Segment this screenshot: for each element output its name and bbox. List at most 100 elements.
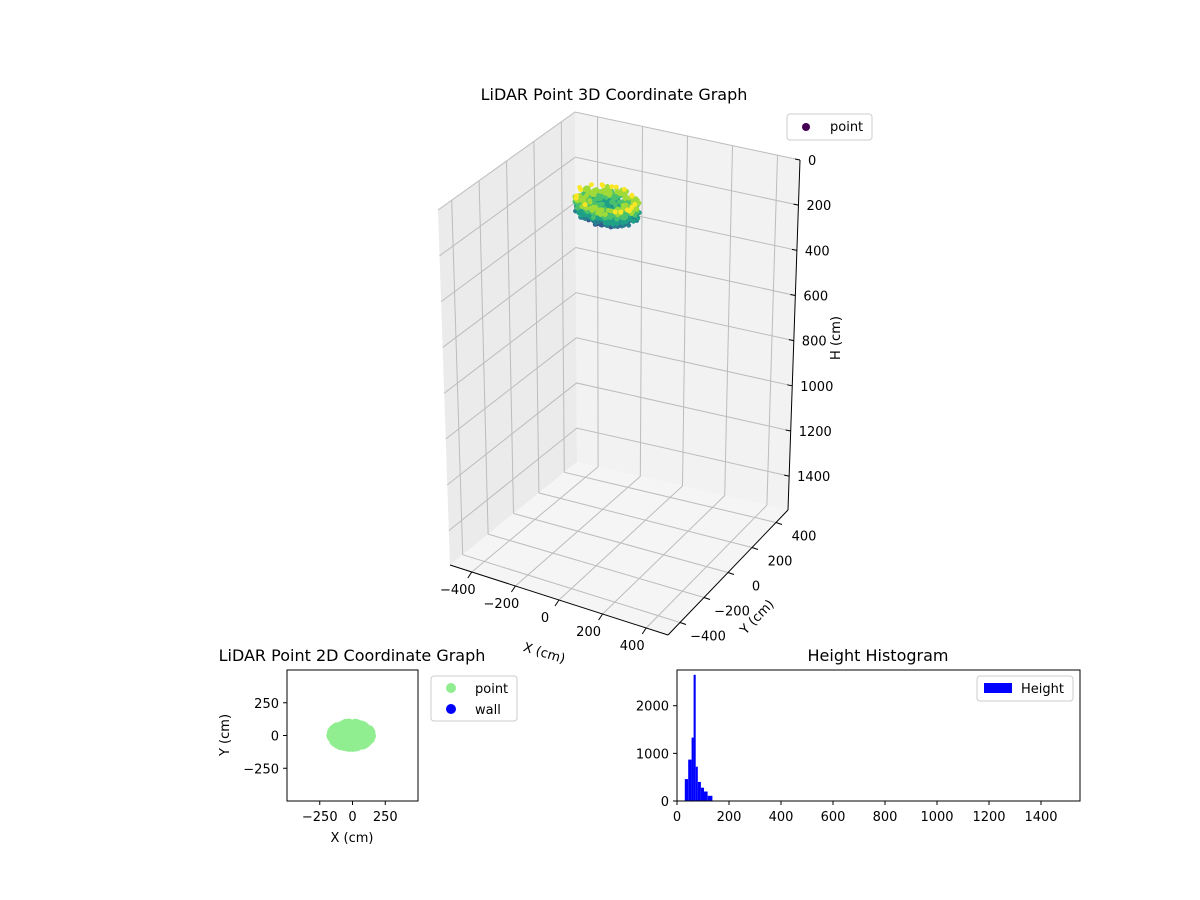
point-3d <box>610 199 615 205</box>
point-3d <box>623 192 628 198</box>
histogram-bar-2 <box>691 737 694 801</box>
x-axis-label-2d: X (cm) <box>331 831 374 846</box>
point-3d <box>635 215 641 221</box>
point-3d <box>582 202 588 208</box>
y-tick-label-3d-3: 200 <box>768 555 793 570</box>
legend-label-height: Height <box>1021 682 1064 697</box>
x-tick-label-hist-7: 1400 <box>1024 810 1057 825</box>
grid-y-left-2 <box>506 160 514 514</box>
height-histogram: Height Histogram 0 200 400 600 800 1000 1200 14… <box>636 646 1081 825</box>
y-tick-mark-2 <box>727 572 735 575</box>
z-tick-label-3d-0: 0 <box>808 154 816 169</box>
chart-title-2d: LiDAR Point 2D Coordinate Graph <box>219 646 486 665</box>
point-3d <box>609 184 615 190</box>
y-tick-label-hist-1: 1000 <box>636 747 669 762</box>
point-3d <box>636 200 642 206</box>
point-3d <box>605 184 610 189</box>
legend-3d: point <box>786 113 873 141</box>
x-tick-label-hist-0: 0 <box>673 810 681 825</box>
y-tick-mark-1 <box>703 597 711 600</box>
legend-box-3d <box>786 113 873 141</box>
point-2d <box>366 735 375 744</box>
point-3d <box>608 214 614 220</box>
grid-y-left-1 <box>478 180 489 535</box>
point-3d <box>626 222 632 228</box>
x-tick-mark-1 <box>510 585 516 593</box>
legend-marker-height <box>984 683 1012 693</box>
point-3d <box>631 218 636 224</box>
legend-marker-wall-2d <box>446 704 456 714</box>
point-3d <box>585 190 591 196</box>
chart-title-3d: LiDAR Point 3D Coordinate Graph <box>481 85 748 104</box>
point-3d <box>589 182 594 188</box>
point-3d <box>621 187 627 192</box>
z-tick-mark-6 <box>785 429 791 432</box>
point-3d <box>612 209 618 215</box>
pane-left <box>438 112 577 565</box>
point-cloud-2d <box>326 718 376 752</box>
grid-3d <box>437 111 801 629</box>
y-axis-label-2d: Y (cm) <box>218 714 233 757</box>
x-tick-label-hist-2: 400 <box>769 810 794 825</box>
point-3d <box>589 191 595 197</box>
point-3d <box>629 205 635 210</box>
point-3d <box>613 184 619 190</box>
histogram-bar-0 <box>684 779 689 801</box>
grid-x-back-4 <box>766 155 778 506</box>
point-3d <box>603 211 608 217</box>
point-3d <box>618 189 623 194</box>
grid-z-5 <box>445 337 793 440</box>
ticks-3d: −400−2000200400−400−20002004000200400600… <box>440 154 833 654</box>
point-3d <box>592 197 598 203</box>
point-2d <box>338 740 347 749</box>
z-tick-label-3d-6: 1200 <box>799 425 832 440</box>
grid-y-floor-3 <box>538 492 753 548</box>
grid-z-1 <box>439 156 799 257</box>
y-tick-label-3d-1: −200 <box>714 605 750 620</box>
point-3d <box>629 192 635 198</box>
histogram-bar-8 <box>707 795 713 801</box>
y-tick-label-2d-1: 0 <box>271 730 279 745</box>
z-axis-label-3d: H (cm) <box>829 316 844 360</box>
grid-y-floor-2 <box>513 513 729 573</box>
z-tick-label-3d-3: 600 <box>803 289 828 304</box>
y-tick-label-3d-2: 0 <box>752 580 760 595</box>
point-3d <box>623 202 629 208</box>
x-tick-label-3d-4: 400 <box>620 639 645 654</box>
x-tick-label-2d-0: −250 <box>302 810 338 825</box>
scatter-3d-plot: LiDAR Point 3D Coordinate Graph −400 −200… <box>437 85 873 667</box>
legend-histogram: Height <box>976 675 1074 702</box>
grid-y-floor-4 <box>564 471 777 523</box>
point-3d <box>583 185 589 191</box>
z-tick-mark-7 <box>784 474 790 477</box>
point-3d <box>591 215 596 221</box>
legend-box-histogram <box>976 675 1074 702</box>
grid-x-back-0 <box>597 116 599 467</box>
point-2d <box>354 730 363 739</box>
legend-2d: point wall <box>430 675 518 722</box>
grid-x-back-3 <box>724 145 733 496</box>
point-3d <box>632 202 638 207</box>
grid-z-3 <box>442 246 796 348</box>
z-tick-mark-3 <box>790 293 796 296</box>
point-2d <box>344 729 353 738</box>
point-3d <box>599 182 605 188</box>
z-axis-line <box>787 159 801 511</box>
grid-y-left-3 <box>533 141 540 493</box>
point-3d <box>618 209 624 215</box>
point-3d <box>573 195 579 201</box>
y-tick-mark-0 <box>679 622 687 625</box>
legend-label-point-3d: point <box>830 120 863 135</box>
x-tick-mark-2 <box>554 599 560 607</box>
point-2d <box>327 727 335 736</box>
point-3d <box>618 199 623 205</box>
point-2d <box>341 721 350 730</box>
y-tick-label-3d-0: −400 <box>690 630 726 645</box>
x-tick-label-3d-3: 200 <box>576 625 601 640</box>
x-tick-label-hist-5: 1000 <box>920 810 953 825</box>
z-tick-mark-4 <box>788 339 794 342</box>
point-3d <box>627 216 633 222</box>
ticks-2d: −250 0 250 250 0 −250 <box>243 697 397 825</box>
point-cloud-3d <box>572 182 642 230</box>
x-tick-label-3d-0: −400 <box>440 583 476 598</box>
